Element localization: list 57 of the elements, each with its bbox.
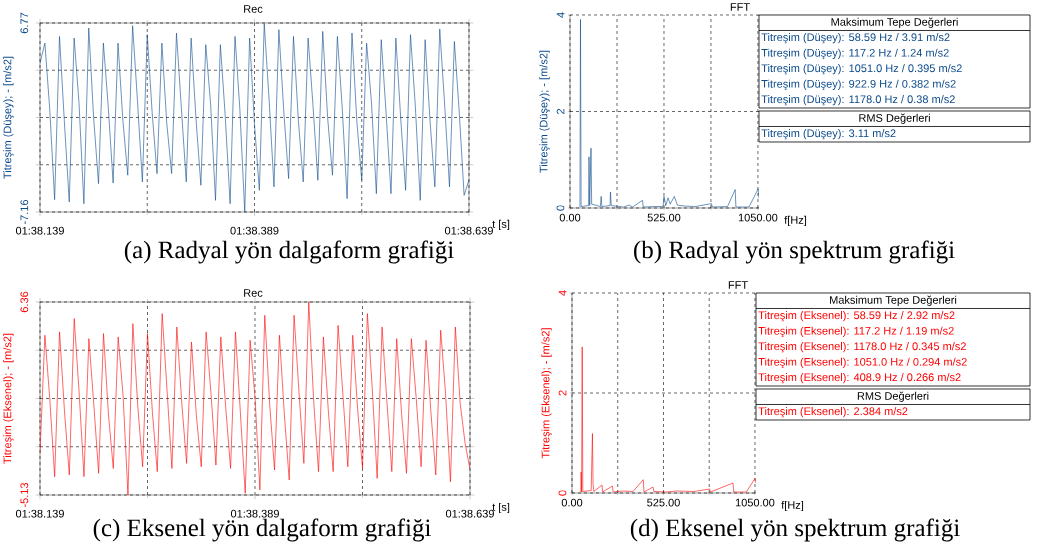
y-tick-label: -5.13: [20, 482, 29, 508]
text: (b) Radyal yön spektrum grafiği: [634, 240, 955, 264]
text: Titreşim (Eksenel): 58.59 Hz / 2.92 m/s2: [758, 311, 955, 322]
y-tick-label: -7.16: [20, 199, 29, 225]
x-axis-title: f[Hz]: [784, 215, 807, 227]
y-tick-label: 6.36: [20, 291, 29, 313]
x-tick-label: 01:38.639: [444, 226, 493, 235]
y-tick-label: 0: [558, 490, 567, 496]
text: Titreşim (Düşey): 922.9 Hz / 0.382 m/s2: [761, 79, 956, 90]
text: Titreşim (Eksenel): 1051.0 Hz / 0.294 m/s2: [758, 357, 967, 368]
x-tick-label: 0.00: [559, 213, 581, 222]
x-tick-label: 0.00: [561, 498, 583, 507]
chart-title: FFT: [728, 281, 748, 289]
y-axis-title: Titreşim (Eksenel); - [m/s2]: [541, 328, 552, 459]
text: Titreşim (Eksenel): 2.384 m/s2: [758, 407, 908, 418]
x-tick-label: 525.00: [647, 213, 681, 222]
x-tick-label: 1050.00: [738, 213, 778, 222]
text: Titreşim (Düşey): 3.11 m/s2: [761, 129, 896, 140]
text: Titreşim (Düşey): 58.59 Hz / 3.91 m/s2: [761, 33, 950, 44]
line-series: [579, 19, 760, 208]
y-tick-label: 4: [558, 290, 567, 296]
x-axis-title: t [s]: [492, 219, 510, 231]
x-tick-label: 1050.00: [735, 498, 775, 507]
text: RMS Değerleri: [857, 391, 929, 402]
x-tick-label: 01:38.389: [230, 226, 279, 235]
text: Titreşim (Eksenel): 117.2 Hz / 1.19 m/s2: [758, 326, 954, 337]
line-series: [40, 23, 469, 212]
x-tick-label: 01:38.139: [15, 509, 64, 518]
text: (c) Eksenel yön dalgaform grafiği: [93, 518, 431, 542]
line-series: [580, 346, 757, 493]
x-tick-label: 01:38.389: [230, 509, 279, 518]
x-tick-label: 01:38.139: [15, 226, 64, 235]
text: Titreşim (Eksenel): 1178.0 Hz / 0.345 m/s2: [758, 342, 966, 353]
y-tick-label: 2: [556, 108, 565, 115]
y-axis-title: Titreşim (Eksenel); - [m/s2]: [3, 333, 14, 464]
chart-title: Rec: [244, 5, 263, 13]
text: Maksimum Tepe Değerleri: [831, 17, 958, 28]
y-tick-label: 2: [558, 390, 567, 396]
y-axis-title: Titreşim (Düşey); - [m/s2]: [3, 56, 14, 179]
text: Titreşim (Eksenel): 408.9 Hz / 0.266 m/s2: [758, 373, 961, 384]
x-tick-label: 525.00: [647, 498, 680, 507]
text: Titreşim (Düşey): 1178.0 Hz / 0.38 m/s2: [761, 95, 955, 106]
chart-title: FFT: [730, 3, 750, 11]
text: (d) Eksenel yön spektrum grafiği: [630, 518, 960, 542]
y-tick-label: 0: [556, 205, 565, 211]
x-axis-title: f[Hz]: [781, 500, 804, 512]
y-tick-label: 6.77: [20, 12, 29, 34]
text: Maksimum Tepe Değerleri: [830, 295, 957, 306]
text: Titreşim (Düşey): 1051.0 Hz / 0.395 m/s2: [761, 64, 962, 75]
text: (a) Radyal yön dalgaform grafiği: [124, 240, 454, 264]
y-tick-label: 4: [556, 12, 565, 18]
x-tick-label: 01:38.639: [445, 509, 494, 518]
line-series: [40, 302, 470, 495]
text: Titreşim (Düşey): 117.2 Hz / 1.24 m/s2: [761, 48, 949, 59]
text: RMS Değerleri: [859, 113, 930, 124]
y-axis-title: Titreşim (Düşey); - [m/s2]: [539, 50, 550, 173]
chart-title: Rec: [244, 289, 263, 297]
